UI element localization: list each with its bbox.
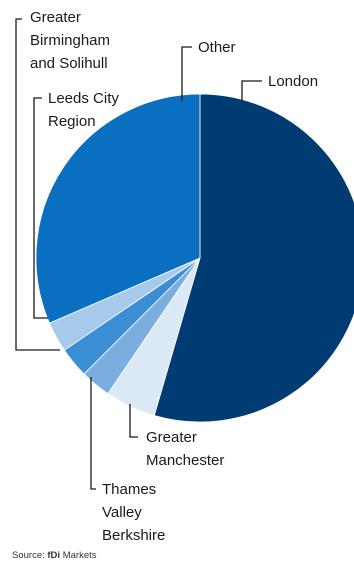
pie-slice-0 xyxy=(153,93,354,423)
label-other: Other xyxy=(198,39,236,56)
pie-slice-5 xyxy=(35,93,201,324)
leader-line-london xyxy=(241,80,262,101)
source-brand: fDi xyxy=(47,550,61,561)
label-london: London xyxy=(268,73,319,90)
label-greater-birmingham: Greater Birmingham and Solihull xyxy=(30,9,111,72)
leader-line-other xyxy=(181,46,192,101)
leader-line-thames xyxy=(90,377,96,490)
leader-line-birmingham xyxy=(15,18,60,351)
source-prefix: Source: xyxy=(12,550,48,561)
label-leeds-city-region: Leeds City Region xyxy=(48,90,119,130)
label-thames-valley-berkshire: Thames Valley Berkshire xyxy=(102,481,166,544)
source-note: Source: fDi Markets xyxy=(12,550,97,561)
leader-line-leeds xyxy=(33,97,48,319)
source-suffix: Markets xyxy=(60,550,97,561)
label-greater-manchester: Greater Manchester xyxy=(146,429,225,469)
leader-line-manchester xyxy=(129,404,138,438)
